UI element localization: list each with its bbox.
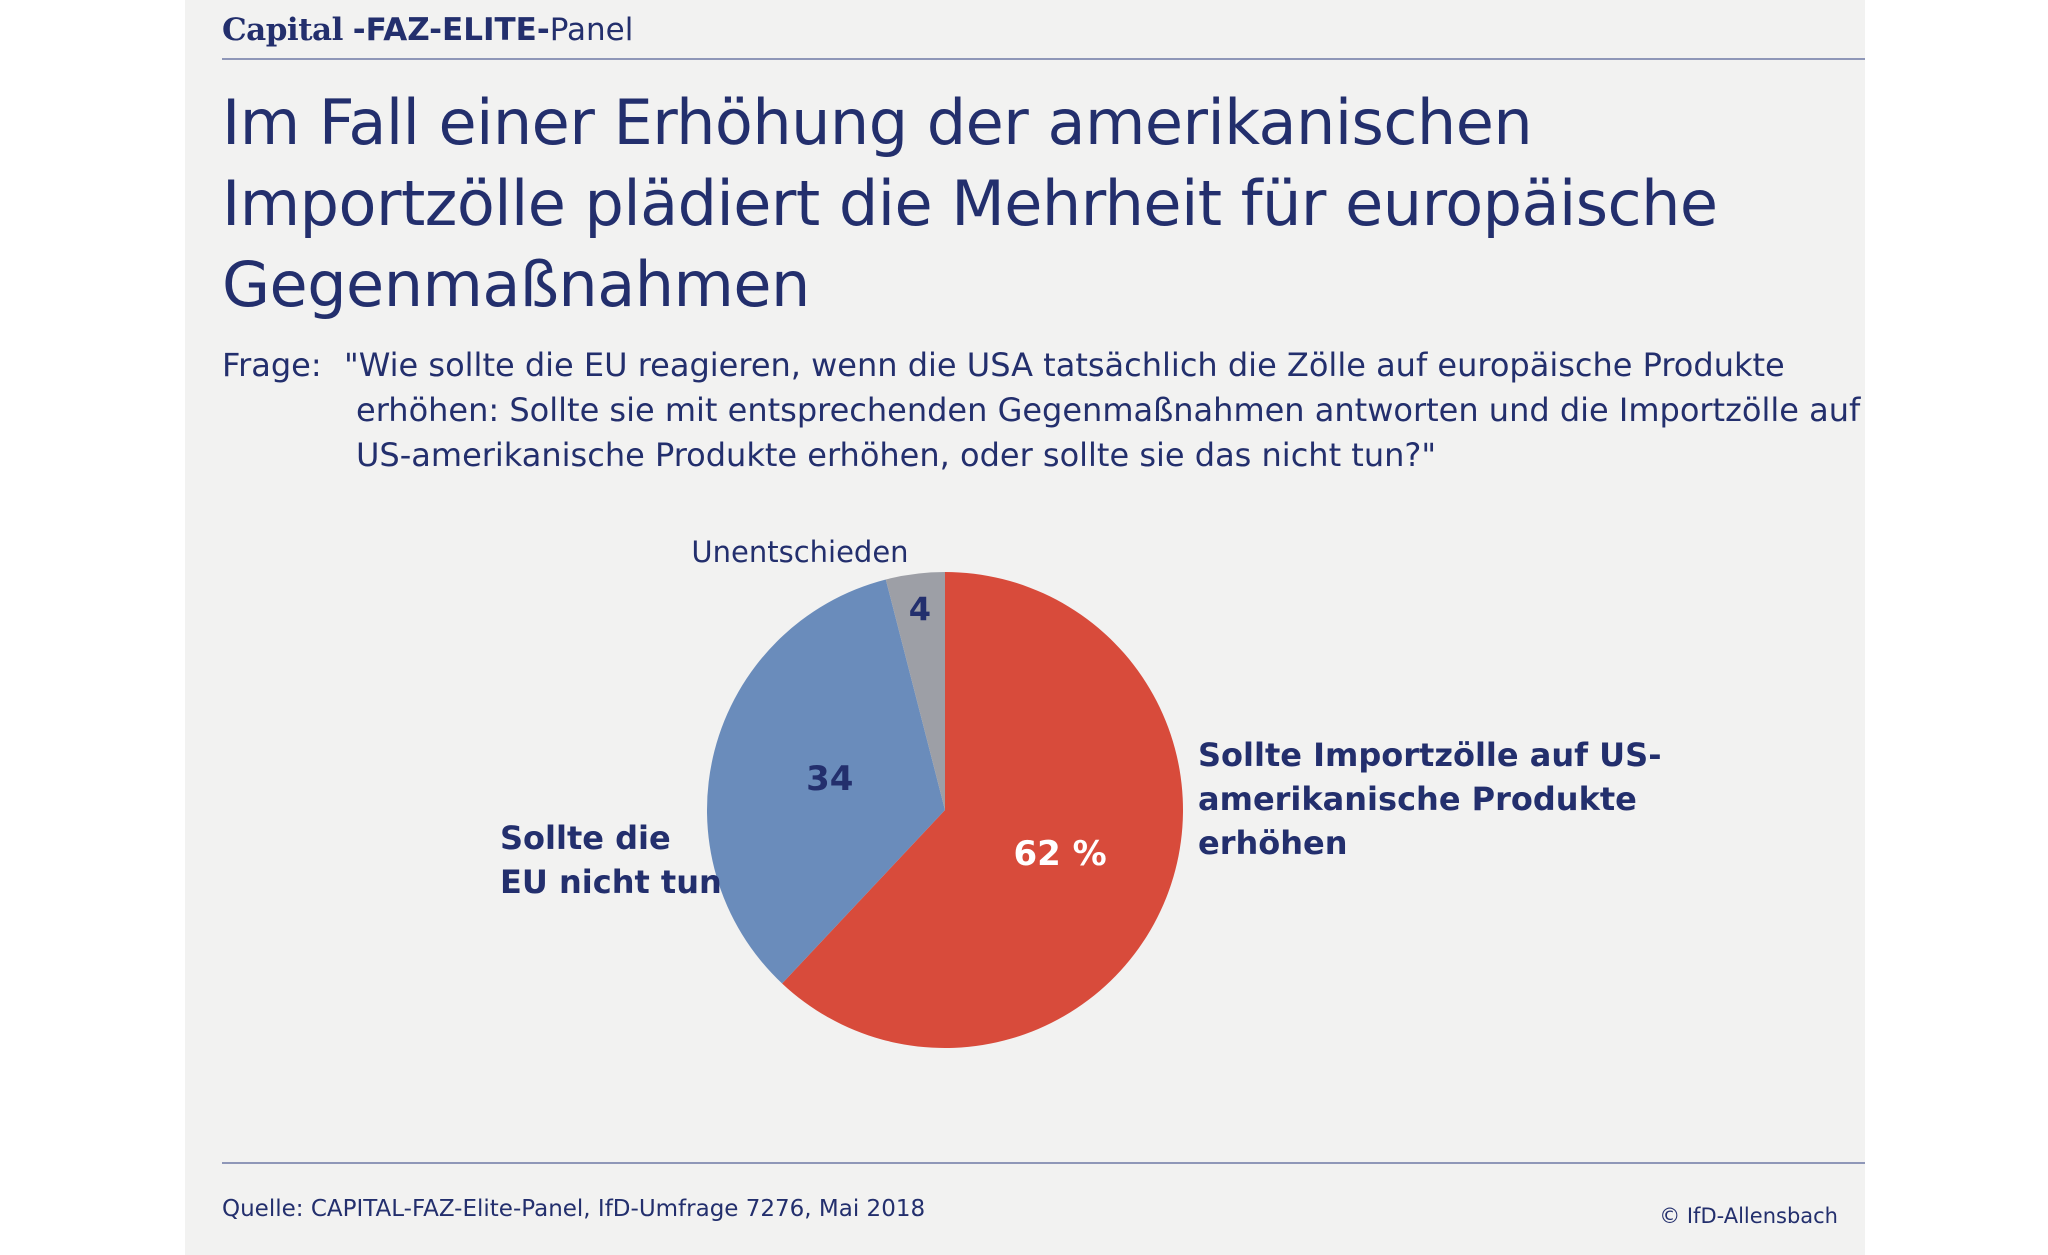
pie-category-label-line: Sollte Importzölle auf US- bbox=[1198, 736, 1661, 774]
pie-category-label-undecided: Unentschieden bbox=[691, 535, 908, 569]
pie-slice-undecided bbox=[885, 572, 945, 810]
brand-capital: Capital bbox=[222, 12, 343, 48]
question-text: "Wie sollte die EU reagieren, wenn die U… bbox=[344, 346, 1861, 474]
pie-value-label-increase-tariffs: 62 % bbox=[1013, 834, 1106, 874]
chart-card: Capital -FAZ-ELITE-Panel Im Fall einer E… bbox=[185, 0, 1865, 1255]
pie-value-label-undecided: 4 bbox=[909, 591, 931, 629]
source-note: Quelle: CAPITAL-FAZ-Elite-Panel, IfD-Umf… bbox=[222, 1196, 926, 1222]
question-label: Frage: bbox=[222, 346, 322, 384]
pie-category-label-line: Sollte die bbox=[500, 819, 671, 857]
pie-category-label-line: amerikanische Produkte bbox=[1198, 780, 1637, 818]
pie-slice-not-do-it bbox=[707, 579, 945, 984]
pie-category-label-line: Unentschieden bbox=[691, 535, 908, 569]
header-divider bbox=[222, 58, 1865, 60]
copyright-note: © IfD-Allensbach bbox=[1659, 1204, 1838, 1228]
pie-category-label-line: erhöhen bbox=[1198, 824, 1348, 862]
brand-header: Capital -FAZ-ELITE-Panel bbox=[222, 12, 633, 48]
pie-category-labels: Sollte Importzölle auf US-amerikanische … bbox=[500, 535, 1661, 901]
chart-title: Im Fall einer Erhöhung der amerikanische… bbox=[222, 86, 1718, 321]
pie-slice-increase-tariffs bbox=[782, 572, 1183, 1049]
pie-category-label-not-do-it: Sollte die EU nicht tun bbox=[500, 819, 722, 901]
pie-category-label-line: EU nicht tun bbox=[500, 863, 722, 901]
brand-faz-elite: -FAZ-ELITE- bbox=[352, 12, 550, 48]
footer-divider bbox=[222, 1162, 1865, 1164]
pie-value-label-not-do-it: 34 bbox=[806, 759, 853, 799]
brand-panel: Panel bbox=[549, 12, 634, 48]
pie-slices bbox=[707, 572, 1183, 1049]
pie-value-labels: 62 % 34 4 bbox=[806, 591, 1107, 874]
pie-category-label-increase-tariffs: Sollte Importzölle auf US-amerikanische … bbox=[1198, 736, 1661, 862]
